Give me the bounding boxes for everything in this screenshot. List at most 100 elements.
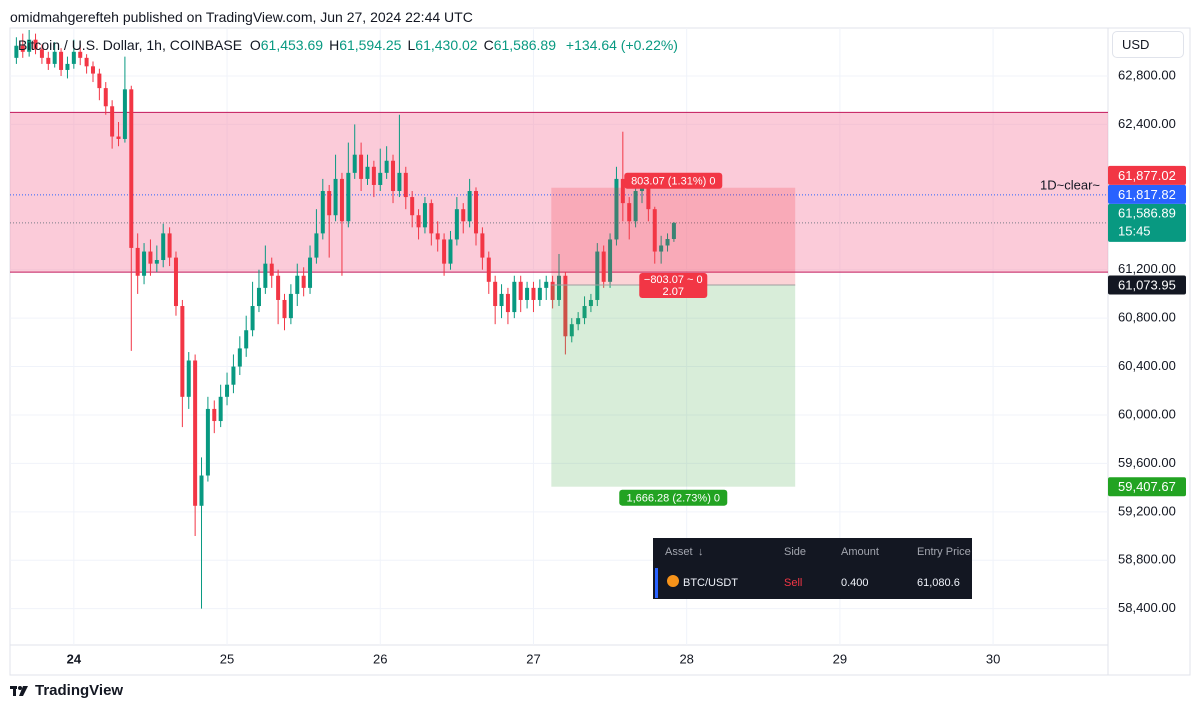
candle-body (403, 172, 408, 198)
y-tick-label: 58,800.00 (1118, 552, 1176, 567)
bar-countdown: 15:45 (1118, 223, 1151, 238)
candle-body (410, 197, 415, 216)
candle-body (212, 408, 217, 422)
pnl-label: −803.07 ~ 0 (644, 274, 703, 286)
candle-body (103, 88, 108, 107)
candle-body (320, 191, 325, 234)
candle-body (595, 251, 600, 300)
candle-body (544, 281, 549, 288)
row-stripe (655, 568, 658, 598)
candle-body (314, 233, 319, 258)
candle-body (550, 281, 555, 300)
candle-body (339, 178, 344, 222)
column-header: Side (784, 546, 807, 558)
candle-body (493, 281, 498, 307)
position-risk (551, 187, 796, 285)
candle-body (365, 166, 370, 179)
candle-body (588, 299, 593, 307)
candle-body (448, 239, 453, 264)
candle-body (633, 191, 638, 222)
candle-body (461, 209, 466, 222)
footer: TradingView (10, 682, 123, 699)
candle-body (148, 251, 153, 264)
price-label-box (1108, 165, 1186, 185)
ohlc-key: L (407, 37, 416, 53)
column-header: Entry Price (917, 546, 971, 558)
candle-body (154, 260, 159, 264)
candle-body (537, 287, 542, 300)
y-tick-label: 59,200.00 (1118, 503, 1176, 518)
candle-body (474, 191, 479, 234)
candle-body (167, 233, 172, 258)
candle-body (384, 160, 389, 173)
price-label: 61,877.02 (1118, 168, 1176, 183)
ohlc-key: O (249, 37, 261, 53)
stop-label: 803.07 (1.31%) 0 (631, 176, 715, 188)
candle-body (225, 384, 230, 397)
candle-body (237, 348, 242, 367)
candle-body (531, 287, 536, 300)
candle-body (33, 39, 38, 50)
candle-body (269, 263, 274, 276)
candle-body (90, 66, 95, 74)
candle-body (659, 245, 664, 252)
candle-body (173, 257, 178, 307)
candle-body (608, 239, 613, 282)
ohlc-value: 61,594.25 (339, 37, 402, 53)
candle-body (301, 275, 306, 288)
candle-body (416, 215, 421, 228)
price-label: 61,817.82 (1118, 187, 1176, 202)
candle-body (327, 191, 332, 216)
x-tick-label: 26 (373, 651, 387, 666)
sort-arrow: ↓ (698, 546, 704, 558)
candle-body (665, 238, 670, 246)
candle-body (582, 306, 587, 319)
brand-logo (10, 685, 28, 696)
candle-body (263, 263, 268, 288)
candle-body (429, 203, 434, 234)
candle-body (97, 73, 102, 89)
y-tick-label: 58,400.00 (1118, 600, 1176, 615)
candle-body (454, 209, 459, 240)
ohlc-key: C (483, 37, 494, 53)
x-tick-label: 29 (833, 651, 847, 666)
candle-body (218, 396, 223, 422)
plot-area (10, 30, 1108, 609)
candle-body (378, 172, 383, 185)
candle-body (129, 89, 134, 248)
y-tick-label: 62,800.00 (1118, 67, 1176, 82)
candle-body (27, 39, 32, 52)
price-label-box (1108, 184, 1186, 204)
price-label: 61,586.89 (1118, 205, 1176, 220)
ohlc-values: O61,453.69 H61,594.25 L61,430.02 C61,586.89 (250, 37, 562, 53)
price-label: 61,073.95 (1118, 277, 1176, 292)
pnl-label-box (639, 272, 708, 298)
currency-button[interactable]: USD (1112, 31, 1184, 58)
column-header: Asset (665, 546, 693, 558)
position-reward (551, 284, 796, 487)
positions-table: Asset ↓ Side Amount Entry Price BTC/USDT… (653, 538, 972, 599)
chart-frame (9, 27, 1191, 676)
price-label: 59,407.67 (1118, 479, 1176, 494)
byline: omidmahgerefteh published on TradingView… (10, 9, 473, 25)
candle-body (180, 306, 185, 397)
candle-body (122, 89, 127, 139)
candle-body (563, 275, 568, 337)
candle-body (671, 222, 676, 239)
candle-body (256, 287, 261, 307)
ohlc-value: 61,586.89 (493, 37, 556, 53)
candle-body (352, 154, 357, 173)
target-label-box (619, 489, 728, 506)
candle-body (435, 233, 440, 240)
candle-body (499, 293, 504, 307)
candle-body (244, 330, 249, 349)
candle-body (652, 209, 657, 252)
candle-body (84, 57, 89, 67)
candle-body (620, 178, 625, 204)
ohlc-key: H (329, 37, 340, 53)
y-tick-label: 60,800.00 (1118, 310, 1176, 325)
candle-body (486, 257, 491, 282)
candle-body (276, 275, 281, 300)
x-tick-label: 27 (526, 651, 540, 666)
